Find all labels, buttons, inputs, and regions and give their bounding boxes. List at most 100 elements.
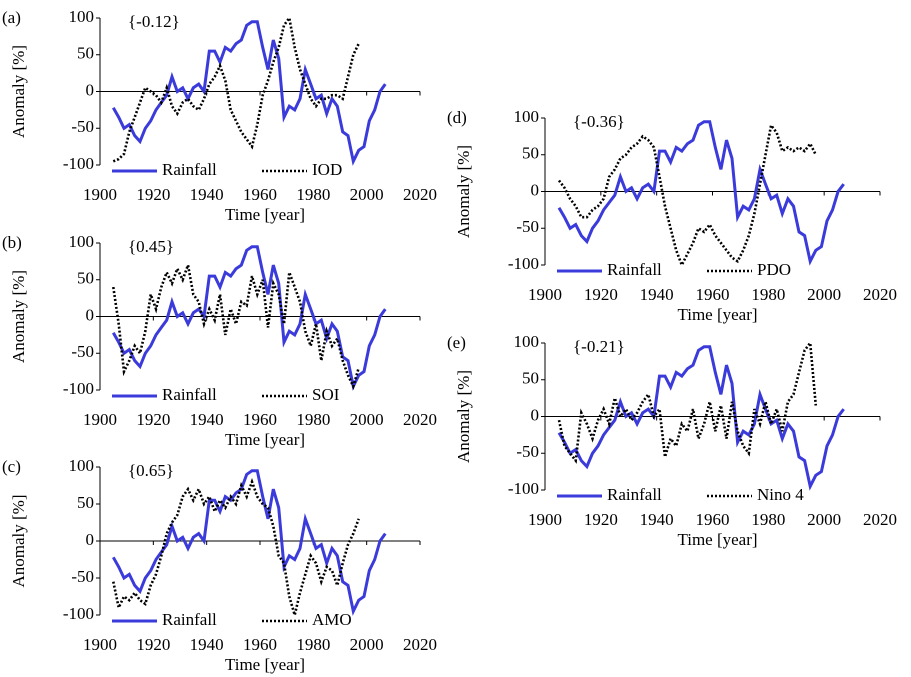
x-tick-label: 2000 xyxy=(350,635,384,654)
x-tick-label: 1920 xyxy=(584,510,618,529)
x-tick-label: 1980 xyxy=(751,510,785,529)
x-tick-label: 2000 xyxy=(807,285,841,304)
x-tick-label: 2020 xyxy=(403,410,437,429)
y-tick-label: 50 xyxy=(77,493,94,512)
x-tick-label: 1940 xyxy=(190,185,224,204)
y-tick-label: 0 xyxy=(531,180,540,199)
y-tick-label: 0 xyxy=(531,405,540,424)
series-line xyxy=(557,120,845,266)
y-tick-label: -50 xyxy=(71,567,94,586)
panel-label: (b) xyxy=(2,233,22,252)
x-tick-label: 1900 xyxy=(83,185,117,204)
y-tick-label: 50 xyxy=(522,369,539,388)
series-line xyxy=(112,260,360,390)
y-tick-label: 0 xyxy=(86,530,95,549)
y-tick-label: 0 xyxy=(86,305,95,324)
legend-label: Nino 4 xyxy=(757,485,804,504)
x-tick-label: 1920 xyxy=(584,285,618,304)
correlation: {-0.36} xyxy=(573,112,625,131)
panel-label: (e) xyxy=(447,333,466,352)
x-axis-title: Time [year] xyxy=(225,205,305,224)
x-tick-label: 1960 xyxy=(243,185,277,204)
y-tick-label: 100 xyxy=(69,7,95,26)
y-axis-title: Anomaly [%] xyxy=(454,370,473,463)
legend-label: PDO xyxy=(757,260,791,279)
x-tick-label: 2020 xyxy=(403,635,437,654)
x-tick-label: 1980 xyxy=(296,185,330,204)
legend-label: Rainfall xyxy=(162,160,217,179)
y-tick-label: 50 xyxy=(522,144,539,163)
series-line xyxy=(112,477,360,621)
y-axis-title: Anomaly [%] xyxy=(9,45,28,138)
x-tick-label: 2020 xyxy=(863,285,897,304)
correlation: {-0.21} xyxy=(573,337,625,356)
x-tick-label: 1960 xyxy=(696,285,730,304)
x-tick-label: 1900 xyxy=(83,410,117,429)
x-axis-title: Time [year] xyxy=(225,655,305,674)
legend-label: Rainfall xyxy=(162,385,217,404)
series-line xyxy=(557,339,818,464)
x-tick-label: 1980 xyxy=(296,410,330,429)
x-tick-label: 1920 xyxy=(136,635,170,654)
x-tick-label: 2020 xyxy=(403,185,437,204)
panel-label: (d) xyxy=(447,108,467,127)
legend-label: Rainfall xyxy=(607,485,662,504)
x-tick-label: 1960 xyxy=(243,410,277,429)
x-tick-label: 1900 xyxy=(83,635,117,654)
correlation: {0.45} xyxy=(128,237,174,256)
series-line xyxy=(111,245,387,391)
legend-label: Rainfall xyxy=(607,260,662,279)
x-tick-label: 1940 xyxy=(640,510,674,529)
correlation: {0.65} xyxy=(128,461,174,480)
panel-label: (a) xyxy=(2,8,21,27)
x-tick-label: 1960 xyxy=(243,635,277,654)
x-axis-title: Time [year] xyxy=(677,305,757,324)
y-tick-label: -100 xyxy=(63,154,94,173)
x-tick-label: 1940 xyxy=(640,285,674,304)
y-tick-label: 100 xyxy=(514,332,540,351)
y-tick-label: 100 xyxy=(514,107,540,126)
x-tick-label: 2020 xyxy=(863,510,897,529)
legend-label: AMO xyxy=(312,610,352,629)
x-tick-label: 1900 xyxy=(528,285,562,304)
series-line xyxy=(112,14,360,163)
x-tick-label: 1980 xyxy=(751,285,785,304)
x-tick-label: 1940 xyxy=(190,635,224,654)
x-tick-label: 1900 xyxy=(528,510,562,529)
y-tick-label: -100 xyxy=(508,479,539,498)
y-tick-label: -50 xyxy=(71,117,94,136)
legend-label: IOD xyxy=(312,160,342,179)
y-tick-label: -50 xyxy=(516,217,539,236)
panel-label: (c) xyxy=(2,457,21,476)
y-tick-label: -100 xyxy=(63,379,94,398)
y-axis-title: Anomaly [%] xyxy=(454,145,473,238)
legend-label: SOI xyxy=(312,385,340,404)
x-axis-title: Time [year] xyxy=(677,530,757,549)
y-tick-label: 50 xyxy=(77,269,94,288)
y-tick-label: 100 xyxy=(69,232,95,251)
series-line xyxy=(111,469,387,616)
y-tick-label: 0 xyxy=(86,80,95,99)
series-line xyxy=(557,345,845,491)
x-axis-title: Time [year] xyxy=(225,430,305,449)
legend-label: Rainfall xyxy=(162,610,217,629)
y-tick-label: -100 xyxy=(508,254,539,273)
y-axis-title: Anomaly [%] xyxy=(9,494,28,587)
y-tick-label: 50 xyxy=(77,44,94,63)
x-tick-label: 1940 xyxy=(190,410,224,429)
series-line xyxy=(557,122,817,269)
x-tick-label: 1920 xyxy=(136,410,170,429)
series-line xyxy=(111,20,387,166)
correlation: {-0.12} xyxy=(128,12,180,31)
x-tick-label: 2000 xyxy=(350,410,384,429)
y-tick-label: -50 xyxy=(71,342,94,361)
y-tick-label: -50 xyxy=(516,442,539,461)
x-tick-label: 2000 xyxy=(807,510,841,529)
y-axis-title: Anomaly [%] xyxy=(9,270,28,363)
x-tick-label: 1960 xyxy=(696,510,730,529)
x-tick-label: 1920 xyxy=(136,185,170,204)
x-tick-label: 2000 xyxy=(350,185,384,204)
y-tick-label: 100 xyxy=(69,456,95,475)
y-tick-label: -100 xyxy=(63,604,94,623)
